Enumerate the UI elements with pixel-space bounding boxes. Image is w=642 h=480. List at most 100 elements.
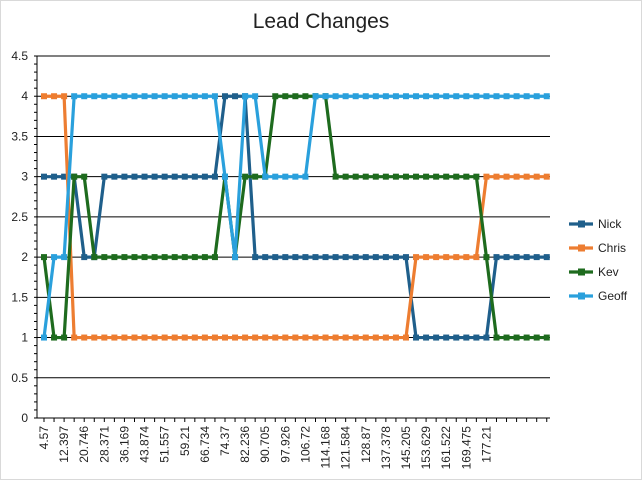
data-point-kev (101, 254, 108, 261)
data-point-kev (332, 173, 339, 180)
data-point-nick (171, 173, 178, 180)
x-tick-label: 36.169 (117, 426, 131, 463)
data-point-nick (322, 254, 329, 261)
data-point-nick (513, 254, 520, 261)
data-point-chris (101, 334, 108, 341)
data-point-nick (342, 254, 349, 261)
data-point-geoff (121, 93, 128, 100)
legend-marker-geoff (578, 292, 585, 300)
data-point-nick (211, 173, 218, 180)
data-point-geoff (312, 93, 319, 100)
data-point-geoff (332, 93, 339, 100)
data-point-chris (423, 254, 430, 261)
data-point-chris (493, 173, 500, 180)
data-point-nick (81, 254, 88, 261)
data-point-geoff (272, 173, 279, 180)
data-point-nick (282, 254, 289, 261)
data-point-nick (382, 254, 389, 261)
data-point-geoff (392, 93, 399, 100)
data-point-geoff (382, 93, 389, 100)
data-point-nick (252, 254, 259, 261)
y-tick-label: 3 (21, 170, 28, 184)
data-point-chris (201, 334, 208, 341)
data-point-chris (121, 334, 128, 341)
data-point-nick (161, 173, 168, 180)
data-point-nick (221, 93, 228, 100)
data-point-chris (513, 173, 520, 180)
data-point-geoff (292, 173, 299, 180)
data-point-nick (352, 254, 359, 261)
legend-label-geoff: Geoff (598, 289, 628, 303)
y-tick-label: 0 (21, 411, 28, 425)
data-point-kev (61, 334, 68, 341)
data-point-nick (61, 173, 68, 180)
data-point-geoff (513, 93, 520, 100)
data-point-nick (121, 173, 128, 180)
data-point-nick (272, 254, 279, 261)
y-tick-label: 4 (21, 89, 28, 103)
data-point-chris (382, 334, 389, 341)
data-point-nick (483, 334, 490, 341)
legend-label-chris: Chris (598, 241, 626, 255)
data-point-geoff (523, 93, 530, 100)
data-point-kev (433, 173, 440, 180)
data-point-kev (131, 254, 138, 261)
y-tick-label: 1.5 (11, 290, 28, 304)
data-point-geoff (131, 93, 138, 100)
data-point-chris (161, 334, 168, 341)
data-point-nick (463, 334, 470, 341)
data-point-geoff (191, 93, 198, 100)
data-point-kev (91, 254, 98, 261)
data-point-geoff (423, 93, 430, 100)
data-point-kev (141, 254, 148, 261)
data-point-nick (493, 254, 500, 261)
x-tick-label: 121.584 (339, 426, 353, 470)
data-point-kev (352, 173, 359, 180)
data-point-chris (181, 334, 188, 341)
data-point-chris (352, 334, 359, 341)
x-tick-label: 43.874 (138, 426, 152, 463)
data-point-nick (453, 334, 460, 341)
data-point-kev (302, 93, 309, 100)
data-point-chris (81, 334, 88, 341)
data-point-chris (312, 334, 319, 341)
data-point-kev (473, 173, 480, 180)
data-point-chris (232, 334, 239, 341)
x-tick-label: 4.57 (37, 426, 51, 450)
legend-marker-nick (578, 220, 585, 228)
data-point-nick (392, 254, 399, 261)
data-point-nick (332, 254, 339, 261)
data-point-chris (91, 334, 98, 341)
y-tick-label: 4.5 (11, 49, 28, 63)
data-point-chris (543, 173, 550, 180)
data-point-nick (523, 254, 530, 261)
x-tick-label: 137.378 (379, 426, 393, 470)
data-point-kev (372, 173, 379, 180)
data-point-kev (443, 173, 450, 180)
data-point-geoff (171, 93, 178, 100)
data-point-chris (473, 254, 480, 261)
data-point-kev (483, 254, 490, 261)
data-point-geoff (252, 93, 259, 100)
data-point-nick (533, 254, 540, 261)
data-point-kev (161, 254, 168, 261)
data-point-geoff (433, 93, 440, 100)
data-point-geoff (262, 173, 269, 180)
legend-label-kev: Kev (598, 265, 619, 279)
data-point-nick (41, 173, 47, 180)
data-point-chris (252, 334, 259, 341)
data-point-kev (252, 173, 259, 180)
data-point-nick (312, 254, 319, 261)
data-point-chris (272, 334, 279, 341)
data-point-geoff (372, 93, 379, 100)
data-point-chris (131, 334, 138, 341)
data-point-geoff (141, 93, 148, 100)
data-point-chris (372, 334, 379, 341)
data-point-geoff (81, 93, 88, 100)
data-point-geoff (242, 93, 249, 100)
data-point-chris (453, 254, 460, 261)
y-tick-label: 2 (21, 250, 28, 264)
data-point-kev (453, 173, 460, 180)
data-point-nick (232, 93, 239, 100)
